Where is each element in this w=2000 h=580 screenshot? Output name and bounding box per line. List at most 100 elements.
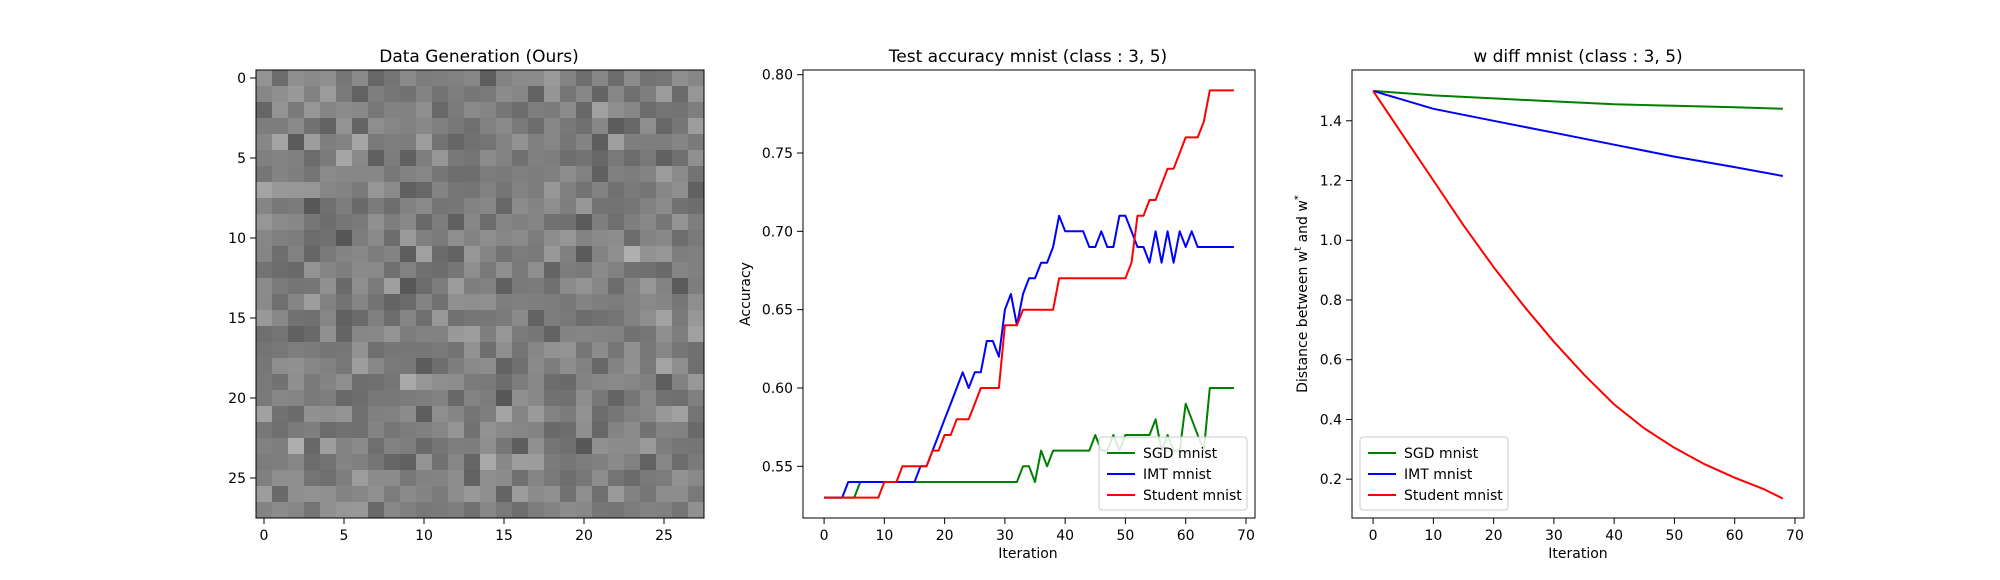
heatmap-cell <box>336 358 353 375</box>
heatmap-cell <box>400 486 417 503</box>
heatmap-cell <box>320 486 337 503</box>
y-tick-label: 0.80 <box>762 68 793 84</box>
heatmap-cell <box>576 262 593 279</box>
x-tick-label: 50 <box>1666 528 1684 544</box>
heatmap-cell <box>560 230 577 247</box>
heatmap-cell <box>544 454 561 471</box>
heatmap-cell <box>624 246 641 263</box>
heatmap-cell <box>272 502 289 519</box>
wdiff-y-ticks: 0.2 0.4 0.6 0.8 1.0 1.2 1.4 <box>1320 114 1352 488</box>
heatmap-cell <box>272 342 289 359</box>
heatmap-cell <box>544 390 561 407</box>
heatmap-cell <box>288 502 305 519</box>
wdiff-x-ticks: 0 10 20 30 40 50 60 70 <box>1369 518 1804 544</box>
heatmap-cell <box>368 422 385 439</box>
heatmap-cell <box>320 262 337 279</box>
heatmap-cell <box>464 454 481 471</box>
heatmap-cell <box>560 102 577 119</box>
heatmap-cell <box>576 134 593 151</box>
heatmap-cell <box>304 102 321 119</box>
heatmap-cell <box>272 246 289 263</box>
heatmap-cell <box>624 358 641 375</box>
heatmap-cell <box>512 406 529 423</box>
heatmap-cell <box>320 230 337 247</box>
heatmap-cell <box>480 326 497 343</box>
heatmap-cell <box>384 294 401 311</box>
heatmap-cell <box>528 246 545 263</box>
heatmap-cell <box>432 182 449 199</box>
heatmap-cell <box>288 406 305 423</box>
heatmap-cell <box>304 214 321 231</box>
heatmap-cell <box>480 230 497 247</box>
heatmap-x-ticks: 0 5 10 15 20 25 <box>260 518 673 544</box>
heatmap-cell <box>336 486 353 503</box>
heatmap-cell <box>256 278 273 295</box>
heatmap-cell <box>624 486 641 503</box>
heatmap-cell <box>480 198 497 215</box>
heatmap-cell <box>656 294 673 311</box>
heatmap-cell <box>688 310 705 327</box>
heatmap-cell <box>544 438 561 455</box>
heatmap-cell <box>464 342 481 359</box>
heatmap-cell <box>368 278 385 295</box>
heatmap-cell <box>688 182 705 199</box>
heatmap-cell <box>608 294 625 311</box>
heatmap-cell <box>384 102 401 119</box>
heatmap-cell <box>656 102 673 119</box>
heatmap-cell <box>656 166 673 183</box>
heatmap-cell <box>528 86 545 103</box>
heatmap-cell <box>576 422 593 439</box>
heatmap-cell <box>336 102 353 119</box>
heatmap-cell <box>304 166 321 183</box>
heatmap-cell <box>560 198 577 215</box>
heatmap-cell <box>544 406 561 423</box>
heatmap-cell <box>480 406 497 423</box>
heatmap-cell <box>480 374 497 391</box>
heatmap-cell <box>464 150 481 167</box>
heatmap-cell <box>304 246 321 263</box>
heatmap-cell <box>320 166 337 183</box>
heatmap-cell <box>544 502 561 519</box>
heatmap-cell <box>640 198 657 215</box>
heatmap-cell <box>528 182 545 199</box>
heatmap-cell <box>480 118 497 135</box>
heatmap-cell <box>672 246 689 263</box>
heatmap-cell <box>272 422 289 439</box>
heatmap-cell <box>432 422 449 439</box>
heatmap-cell <box>608 70 625 87</box>
y-tick-label: 0 <box>237 71 246 87</box>
heatmap-cell <box>352 390 369 407</box>
heatmap-cell <box>528 326 545 343</box>
heatmap-cell <box>512 166 529 183</box>
heatmap-cell <box>416 294 433 311</box>
heatmap-cell <box>688 214 705 231</box>
y-tick-label: 0.2 <box>1320 472 1342 488</box>
series-line-student-mnist <box>824 89 1234 499</box>
heatmap-cell <box>608 374 625 391</box>
heatmap-cell <box>640 102 657 119</box>
heatmap-cell <box>272 214 289 231</box>
heatmap-cell <box>624 214 641 231</box>
heatmap-cell <box>448 422 465 439</box>
heatmap-cell <box>352 342 369 359</box>
heatmap-cell <box>304 86 321 103</box>
heatmap-cell <box>320 342 337 359</box>
heatmap-cell <box>448 358 465 375</box>
heatmap-cell <box>624 470 641 487</box>
heatmap-cell <box>576 310 593 327</box>
heatmap-cell <box>256 262 273 279</box>
heatmap-cell <box>656 214 673 231</box>
heatmap-cell <box>304 438 321 455</box>
heatmap-cell <box>416 182 433 199</box>
heatmap-cell <box>624 86 641 103</box>
heatmap-cell <box>448 374 465 391</box>
heatmap-cell <box>672 374 689 391</box>
heatmap-cell <box>400 198 417 215</box>
heatmap-cell <box>672 166 689 183</box>
heatmap-cell <box>512 230 529 247</box>
heatmap-cell <box>368 438 385 455</box>
heatmap-cell <box>352 358 369 375</box>
heatmap-cell <box>400 262 417 279</box>
heatmap-cell <box>448 182 465 199</box>
heatmap-cell <box>352 118 369 135</box>
